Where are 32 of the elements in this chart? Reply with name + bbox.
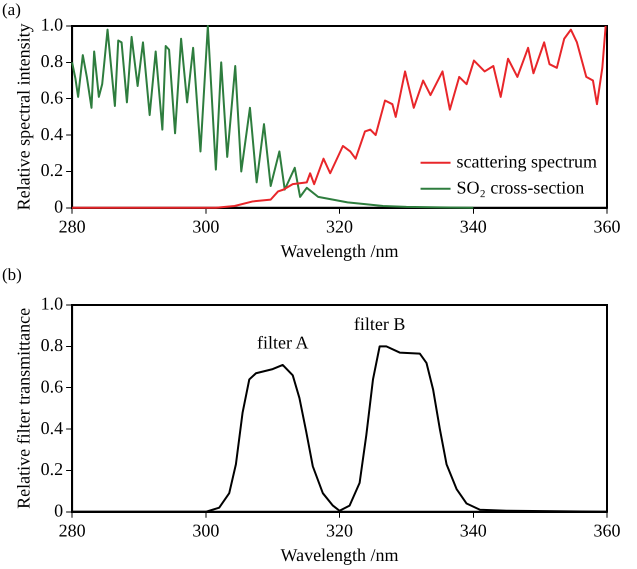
x-tick-label: 340: [460, 216, 487, 236]
y-tick-label: 0.6: [40, 376, 64, 396]
y-tick-label: 0.4: [40, 124, 64, 144]
x-axis-title: Wavelength /nm: [280, 240, 399, 261]
chart-title: (a): [2, 0, 21, 19]
y-tick-label: 0.6: [40, 87, 64, 108]
y-tick-label: 0: [54, 500, 64, 521]
x-tick-label: 320: [326, 216, 354, 236]
chart-title: (b): [2, 264, 22, 284]
legend-label: scattering spectrum: [456, 152, 598, 172]
y-tick-label: 0.2: [40, 459, 64, 480]
y-axis-title: Relative filter transmittance: [14, 308, 34, 509]
legend-label: SO₂ cross-section: [456, 178, 584, 198]
x-tick-label: 340: [460, 520, 487, 540]
y-tick-label: 0: [54, 196, 64, 217]
x-tick-label: 280: [58, 216, 86, 236]
annotation: filter B: [354, 314, 406, 334]
y-tick-label: 0.8: [40, 51, 64, 72]
x-axis-title: Wavelength /nm: [280, 544, 399, 565]
y-tick-label: 1.0: [40, 294, 64, 314]
y-tick-label: 1.0: [40, 14, 64, 35]
x-tick-label: 360: [594, 216, 620, 236]
x-tick-label: 320: [326, 520, 354, 540]
x-tick-label: 300: [192, 520, 220, 540]
y-tick-label: 0.2: [40, 160, 64, 180]
x-tick-label: 360: [594, 520, 620, 540]
annotation: filter A: [256, 332, 308, 353]
x-tick-label: 280: [58, 520, 86, 540]
y-tick-label: 0.8: [40, 335, 64, 356]
y-axis-title: Relative spectral intensity: [14, 23, 34, 210]
x-tick-label: 300: [192, 216, 220, 236]
y-tick-label: 0.4: [40, 418, 64, 438]
